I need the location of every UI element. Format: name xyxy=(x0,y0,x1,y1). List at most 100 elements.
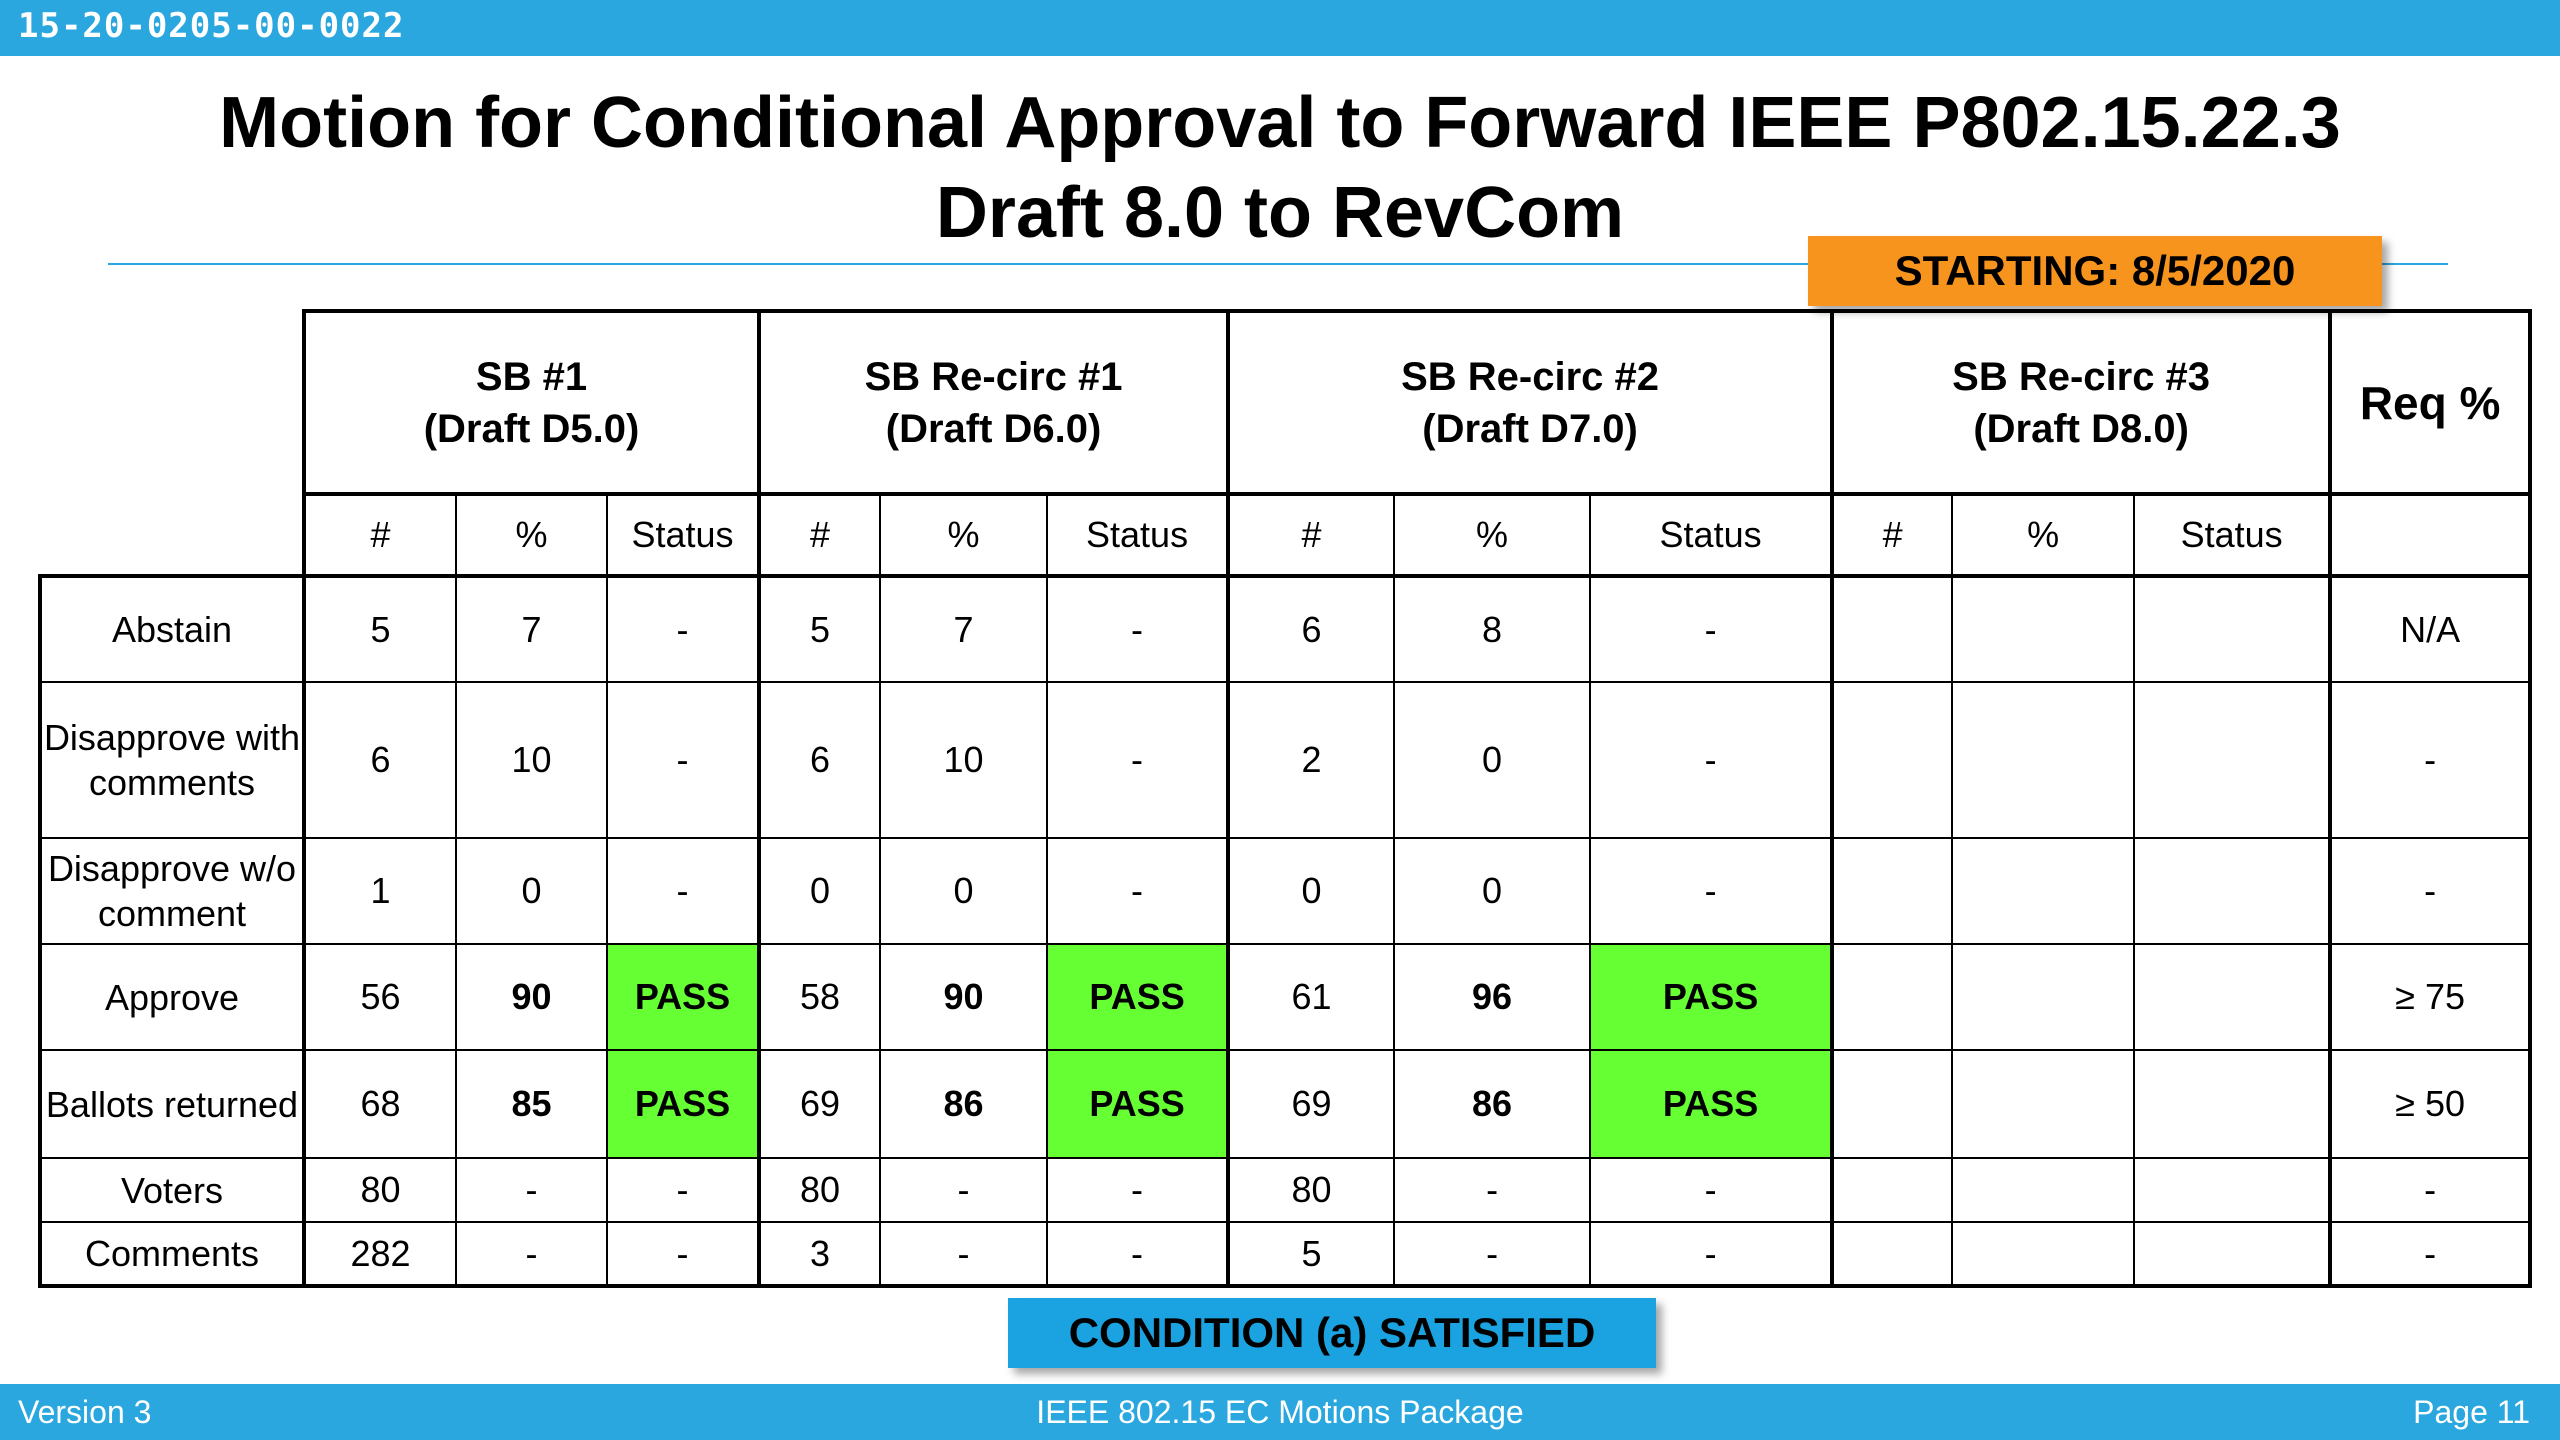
cell-count: 2 xyxy=(1226,681,1396,839)
cell-percent: 86 xyxy=(1393,1049,1592,1159)
cell-percent xyxy=(1951,574,2136,683)
cell-status: - xyxy=(605,1221,762,1288)
subheader-status: Status xyxy=(605,492,762,577)
cell-count xyxy=(1830,943,1954,1051)
subheader-req xyxy=(2328,492,2533,577)
cell-status: - xyxy=(1046,837,1231,945)
req-percent-header: Req % xyxy=(2328,309,2533,496)
cell-count xyxy=(1830,574,1954,683)
cell-percent: 0 xyxy=(455,837,608,945)
starting-badge: STARTING: 8/5/2020 xyxy=(1808,236,2382,306)
subheader-row: # % Status # % Status # % Status # % Sta… xyxy=(40,492,2533,577)
cell-percent: - xyxy=(879,1157,1049,1223)
cell-status: PASS xyxy=(605,1049,762,1159)
cell-percent: 10 xyxy=(455,681,608,839)
cell-count xyxy=(1830,837,1954,945)
cell-percent: 10 xyxy=(879,681,1049,839)
table-row: Disapprove w/o comment 1 0-0 0-0 0- - xyxy=(38,837,2533,945)
table-row: Ballots returned 68 85 PASS 69 86 PASS 69 86 PASS… xyxy=(38,1049,2533,1159)
footer-title: IEEE 802.15 EC Motions Package xyxy=(1036,1394,1524,1430)
cell-percent: 86 xyxy=(879,1049,1049,1159)
row-label: Voters xyxy=(38,1157,306,1223)
cell-status: - xyxy=(605,837,762,945)
cell-req: ≥ 75 xyxy=(2328,943,2533,1051)
footer-bar: Version 3 IEEE 802.15 EC Motions Package… xyxy=(0,1384,2560,1440)
footer-page-number: Page 11 xyxy=(2413,1394,2530,1430)
cell-status: - xyxy=(605,574,762,683)
cell-count: 61 xyxy=(1226,943,1396,1051)
ballot-results-table: SB #1 (Draft D5.0) SB Re-circ #1 (Draft … xyxy=(38,309,2533,1288)
cell-count xyxy=(1830,1157,1954,1223)
cell-percent: 7 xyxy=(455,574,608,683)
cell-count: 6 xyxy=(1226,574,1396,683)
subheader-percent: % xyxy=(1951,492,2136,577)
subheader-percent: % xyxy=(1393,492,1592,577)
cell-status: - xyxy=(1589,1157,1835,1223)
cell-percent: - xyxy=(879,1221,1049,1288)
cell-percent xyxy=(1951,837,2136,945)
condition-badge: CONDITION (a) SATISFIED xyxy=(1008,1298,1656,1368)
cell-count: 3 xyxy=(757,1221,882,1288)
cell-count: 68 xyxy=(302,1049,457,1159)
cell-percent xyxy=(1951,943,2136,1051)
cell-percent: - xyxy=(1393,1157,1592,1223)
footer-version: Version 3 xyxy=(18,1394,152,1430)
subheader-percent: % xyxy=(455,492,608,577)
subheader-percent: % xyxy=(879,492,1049,577)
group-header-row: SB #1 (Draft D5.0) SB Re-circ #1 (Draft … xyxy=(40,309,2533,496)
cell-count: 80 xyxy=(757,1157,882,1223)
group-header-sb1: SB #1 (Draft D5.0) xyxy=(301,309,762,496)
subheader-status: Status xyxy=(1589,492,1835,577)
cell-percent: 85 xyxy=(455,1049,608,1159)
cell-percent: 90 xyxy=(455,943,608,1051)
cell-req: - xyxy=(2328,1221,2533,1288)
cell-status: - xyxy=(1589,681,1835,839)
cell-percent xyxy=(1951,1049,2136,1159)
cell-req: N/A xyxy=(2328,574,2533,683)
subheader-count: # xyxy=(1830,492,1954,577)
cell-count: 0 xyxy=(1226,837,1396,945)
cell-req: - xyxy=(2328,681,2533,839)
cell-req: ≥ 50 xyxy=(2328,1049,2533,1159)
cell-count: 80 xyxy=(1226,1157,1396,1223)
document-number: 15-20-0205-00-0022 xyxy=(18,6,405,46)
cell-count: 5 xyxy=(757,574,882,683)
title-line-2: Draft 8.0 to RevCom xyxy=(935,173,1625,253)
cell-percent: 90 xyxy=(879,943,1049,1051)
table-row: Abstain 5 7-5 7-6 8- N/A xyxy=(38,574,2533,683)
cell-status xyxy=(2133,681,2333,839)
table-row: Approve 56 90 PASS 58 90 PASS 61 96 PASS ≥ 75 xyxy=(38,943,2533,1051)
cell-status xyxy=(2133,574,2333,683)
title-line-1: Motion for Conditional Approval to Forwa… xyxy=(219,83,2341,163)
cell-count: 80 xyxy=(302,1157,457,1223)
cell-count: 58 xyxy=(757,943,882,1051)
table-row: Voters 80- -80- -80- - - xyxy=(38,1157,2533,1223)
row-label: Ballots returned xyxy=(38,1049,306,1159)
top-bar: 15-20-0205-00-0022 xyxy=(0,0,2560,56)
cell-count: 6 xyxy=(757,681,882,839)
row-label: Disapprove w/o comment xyxy=(38,837,306,945)
cell-percent: - xyxy=(455,1157,608,1223)
cell-status xyxy=(2133,837,2333,945)
cell-status: - xyxy=(605,1157,762,1223)
cell-status: PASS xyxy=(1046,1049,1231,1159)
cell-status: - xyxy=(605,681,762,839)
cell-percent: 96 xyxy=(1393,943,1592,1051)
cell-status: - xyxy=(1589,837,1835,945)
cell-req: - xyxy=(2328,1157,2533,1223)
cell-percent: - xyxy=(455,1221,608,1288)
cell-status: - xyxy=(1589,1221,1835,1288)
row-label: Comments xyxy=(38,1221,306,1288)
cell-percent: 0 xyxy=(1393,837,1592,945)
cell-status: - xyxy=(1046,681,1231,839)
title-divider xyxy=(108,263,2448,265)
cell-status xyxy=(2133,1221,2333,1288)
group-header-recirc2: SB Re-circ #2 (Draft D7.0) xyxy=(1226,309,1835,496)
cell-status xyxy=(2133,1157,2333,1223)
cell-percent: 0 xyxy=(1393,681,1592,839)
table-row: Disapprove with comments 6 10-6 10-2 0- - xyxy=(38,681,2533,839)
cell-count: 69 xyxy=(1226,1049,1396,1159)
subheader-status: Status xyxy=(2133,492,2333,577)
cell-req: - xyxy=(2328,837,2533,945)
cell-percent xyxy=(1951,1221,2136,1288)
